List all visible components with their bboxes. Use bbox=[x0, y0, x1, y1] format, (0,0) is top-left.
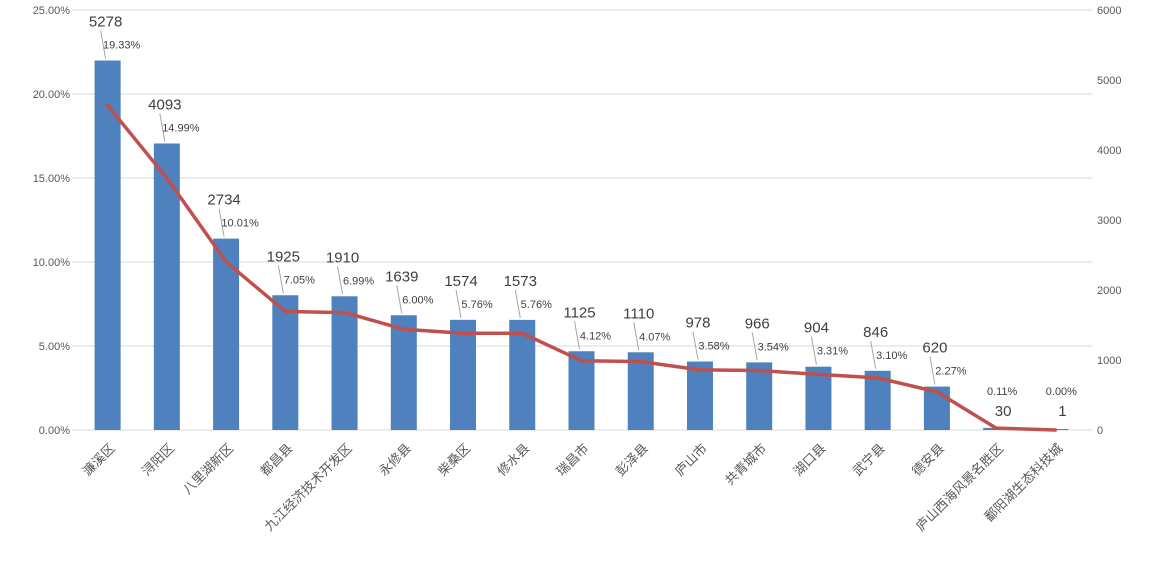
bar bbox=[390, 315, 417, 430]
label-leader-line bbox=[337, 266, 344, 295]
x-axis-category-label: 共青城市 bbox=[722, 441, 769, 488]
bar bbox=[450, 319, 477, 430]
percent-label: 5.76% bbox=[461, 299, 492, 311]
bar bbox=[272, 295, 299, 430]
left-axis-tick-label: 15.00% bbox=[33, 173, 71, 185]
percent-label: 6.99% bbox=[343, 275, 374, 287]
label-leader-line bbox=[870, 340, 877, 369]
left-axis-tick-label: 10.00% bbox=[33, 257, 71, 269]
x-axis-category-label: 武宁县 bbox=[850, 441, 888, 479]
x-axis-category-label: 都昌县 bbox=[257, 441, 295, 479]
x-axis-category-label: 彭泽县 bbox=[613, 441, 651, 479]
bar bbox=[153, 143, 180, 431]
bar-value-label: 620 bbox=[922, 340, 947, 357]
bar-value-label: 1910 bbox=[326, 249, 359, 266]
x-axis-category-label: 柴桑区 bbox=[435, 441, 473, 479]
label-leader-line bbox=[396, 285, 403, 314]
label-leader-line bbox=[692, 331, 699, 360]
left-axis-tick-label: 5.00% bbox=[39, 341, 70, 353]
bar bbox=[805, 366, 832, 430]
percent-label: 2.27% bbox=[935, 366, 966, 378]
bar bbox=[746, 362, 773, 430]
bar-value-label: 1110 bbox=[623, 305, 654, 322]
right-axis-tick-label: 5000 bbox=[1097, 75, 1121, 87]
left-axis-tick-label: 20.00% bbox=[33, 89, 71, 101]
right-axis-tick-label: 2000 bbox=[1097, 285, 1121, 297]
percent-label: 14.99% bbox=[162, 122, 200, 134]
x-axis-category-label: 濂溪区 bbox=[80, 441, 118, 479]
label-leader-line bbox=[633, 322, 640, 351]
x-axis-category-label: 湖口县 bbox=[790, 441, 828, 479]
percent-label: 3.58% bbox=[698, 341, 729, 353]
right-axis-tick-label: 0 bbox=[1097, 425, 1103, 437]
bar bbox=[686, 361, 713, 430]
percent-label: 3.54% bbox=[758, 341, 789, 353]
label-leader-line bbox=[277, 265, 284, 294]
label-leader-line bbox=[574, 321, 580, 350]
bar-value-label: 846 bbox=[863, 324, 888, 341]
bar bbox=[331, 296, 358, 430]
x-axis-category-label: 永修县 bbox=[376, 441, 414, 479]
right-axis-tick-label: 1000 bbox=[1097, 355, 1121, 367]
bar bbox=[94, 60, 121, 430]
label-leader-line bbox=[929, 356, 936, 385]
percent-label: 0.11% bbox=[987, 386, 1018, 398]
percentage-line bbox=[105, 103, 1058, 432]
percent-label: 6.00% bbox=[402, 294, 433, 306]
bar-value-label: 4093 bbox=[148, 96, 181, 113]
bar-value-label: 2734 bbox=[207, 192, 240, 209]
right-axis-tick-label: 6000 bbox=[1097, 5, 1121, 17]
label-leader-line bbox=[159, 113, 166, 142]
label-leader-line bbox=[100, 30, 107, 59]
bar-value-label: 978 bbox=[685, 315, 710, 332]
bar-value-label: 966 bbox=[745, 315, 770, 332]
bar-value-label: 30 bbox=[995, 403, 1012, 420]
percent-label: 0.00% bbox=[1046, 386, 1077, 398]
x-axis-category-label: 浔阳区 bbox=[139, 441, 177, 479]
x-axis-category-label: 瑞昌市 bbox=[553, 441, 591, 479]
x-axis-category-label: 德安县 bbox=[909, 441, 947, 479]
percent-label: 3.31% bbox=[817, 346, 848, 358]
label-leader-line bbox=[810, 336, 817, 365]
label-leader-line bbox=[751, 332, 758, 361]
x-axis-category-label: 修水县 bbox=[494, 441, 532, 479]
bar-value-label: 1125 bbox=[563, 304, 595, 321]
percent-label: 7.05% bbox=[284, 274, 315, 286]
label-leader-line bbox=[455, 289, 462, 318]
bar bbox=[568, 351, 595, 430]
right-axis-tick-label: 4000 bbox=[1097, 145, 1121, 157]
percent-label: 5.76% bbox=[521, 299, 552, 311]
x-axis-category-label: 庐山市 bbox=[672, 441, 710, 479]
right-axis-tick-label: 3000 bbox=[1097, 215, 1121, 227]
bar-value-label: 1574 bbox=[444, 273, 477, 290]
x-axis-category-label: 八里湖新区 bbox=[180, 441, 237, 498]
bar-value-label: 1925 bbox=[267, 248, 300, 265]
percent-label: 4.12% bbox=[580, 330, 611, 342]
bar bbox=[627, 352, 654, 430]
bar-value-label: 1 bbox=[1058, 403, 1066, 420]
percent-label: 3.10% bbox=[876, 350, 907, 362]
percent-label: 10.01% bbox=[221, 218, 259, 230]
bar-value-label: 1573 bbox=[504, 273, 537, 290]
label-leader-line bbox=[218, 208, 225, 237]
percent-label: 4.07% bbox=[639, 331, 670, 343]
bar-value-label: 5278 bbox=[89, 14, 122, 31]
percent-label: 19.33% bbox=[103, 40, 141, 52]
bar-value-label: 1639 bbox=[385, 268, 418, 285]
label-leader-line bbox=[514, 289, 521, 318]
left-axis-tick-label: 0.00% bbox=[39, 425, 70, 437]
bar-value-label: 904 bbox=[804, 320, 829, 337]
left-axis-tick-label: 25.00% bbox=[33, 5, 71, 17]
